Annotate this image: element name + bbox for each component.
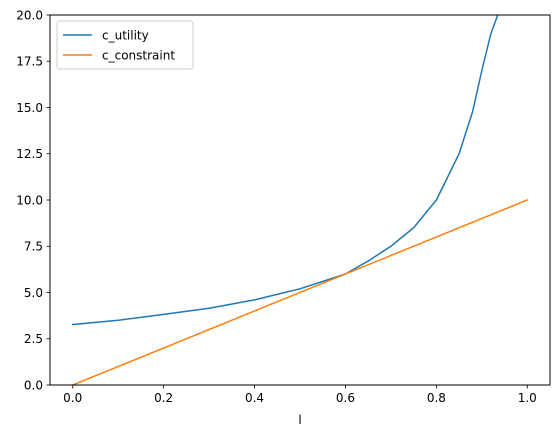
legend-label-c_utility: c_utility bbox=[102, 28, 149, 42]
series-line-c_utility bbox=[71, 15, 499, 326]
plot-area bbox=[50, 15, 550, 385]
x-tick-label: 0.0 bbox=[63, 391, 82, 405]
series-layer bbox=[71, 15, 529, 385]
y-tick-label: 7.5 bbox=[24, 240, 43, 254]
y-tick-label: 10.0 bbox=[16, 193, 43, 207]
x-tick-label: 1.0 bbox=[518, 391, 537, 405]
y-tick-label: 5.0 bbox=[24, 286, 43, 300]
series-line-c_constraint bbox=[71, 199, 529, 385]
y-tick-label: 2.5 bbox=[24, 332, 43, 346]
y-tick-label: 0.0 bbox=[24, 378, 43, 392]
x-tick-label: 0.2 bbox=[154, 391, 173, 405]
y-tick-label: 12.5 bbox=[16, 147, 43, 161]
x-tick-label: 0.6 bbox=[336, 391, 355, 405]
y-tick-label: 20.0 bbox=[16, 8, 43, 22]
y-tick-label: 15.0 bbox=[16, 101, 43, 115]
y-tick-label: 17.5 bbox=[16, 55, 43, 69]
y-axis-ticks: 0.0 2.5 5.0 7.5 10.0 12.5 15.0 17.5 20.0 bbox=[16, 8, 50, 392]
legend-box bbox=[56, 20, 194, 70]
x-axis-ticks: 0.0 0.2 0.4 0.6 0.8 1.0 bbox=[63, 385, 537, 405]
x-tick-label: 0.8 bbox=[427, 391, 446, 405]
x-tick-label: 0.4 bbox=[245, 391, 264, 405]
legend-label-c_constraint: c_constraint bbox=[102, 48, 175, 62]
x-axis-label: l bbox=[298, 413, 301, 427]
legend: c_utility c_constraint bbox=[56, 20, 194, 70]
